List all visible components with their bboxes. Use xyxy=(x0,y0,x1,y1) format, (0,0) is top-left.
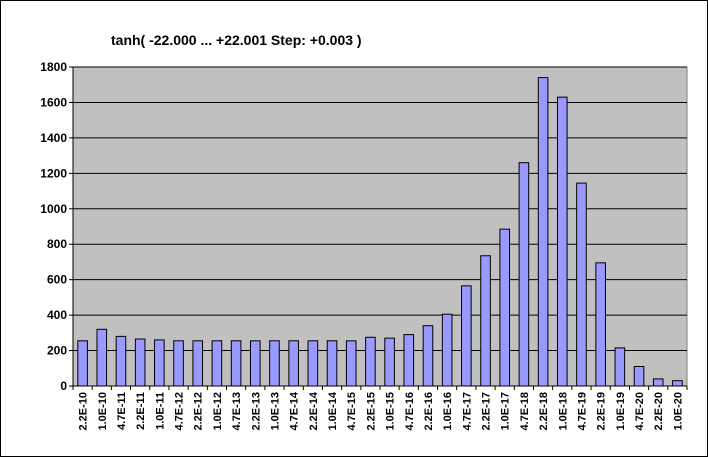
y-tick-label: 0 xyxy=(60,379,67,393)
bar-2.2E-10 xyxy=(77,340,88,387)
x-tick-label: 4.7E-17 xyxy=(461,392,473,431)
bar-2.2E-19 xyxy=(595,262,606,387)
bar-4.7E-11 xyxy=(115,335,127,387)
bar-4.7E-13 xyxy=(230,340,242,387)
bar-4.7E-20 xyxy=(633,366,645,387)
x-tick-label: 1.0E-15 xyxy=(385,392,397,431)
bar-4.7E-12 xyxy=(173,340,184,387)
y-axis-ticks: 0 200 400 600 800 1000 1200 1400 1600 1800 xyxy=(40,60,73,393)
plot-area xyxy=(72,66,688,387)
x-tick-label: 2.2E-12 xyxy=(193,392,205,431)
x-tick-label: 2.2E-15 xyxy=(365,392,377,431)
x-tick-label: 4.7E-11 xyxy=(116,392,128,430)
x-tick-label: 1.0E-19 xyxy=(615,392,627,431)
x-tick-label: 1.0E-18 xyxy=(557,392,569,431)
bar-1.0E-17 xyxy=(499,228,511,387)
bar-1.0E-16 xyxy=(441,313,453,387)
bar-4.7E-19 xyxy=(576,182,587,387)
x-tick-label: 1.0E-11 xyxy=(154,392,166,430)
x-tick-label: 2.2E-18 xyxy=(538,392,550,431)
bar-1.0E-18 xyxy=(556,96,568,387)
y-tick-label: 800 xyxy=(47,237,67,251)
bar-2.2E-16 xyxy=(422,325,434,387)
x-tick-label: 1.0E-16 xyxy=(442,392,454,431)
bar-2.2E-20 xyxy=(652,378,664,387)
bar-1.0E-14 xyxy=(326,340,338,387)
x-axis-ticks: 2.2E-10 1.0E-10 4.7E-11 2.2E-11 1.0E-11 4.7E-… xyxy=(72,386,688,431)
bar-1.0E-10 xyxy=(96,328,108,387)
x-tick-label: 2.2E-14 xyxy=(308,391,320,430)
bar-2.2E-12 xyxy=(192,340,204,387)
y-tick-label: 1800 xyxy=(40,60,67,74)
bar-1.0E-11 xyxy=(154,339,165,387)
bar-1.0E-19 xyxy=(614,347,626,387)
x-tick-label: 2.2E-16 xyxy=(423,392,435,431)
x-tick-label: 4.7E-15 xyxy=(346,392,358,431)
x-tick-label: 2.2E-20 xyxy=(653,392,665,431)
bar-1.0E-20 xyxy=(672,380,683,387)
bar-1.0E-13 xyxy=(269,340,280,387)
x-tick-label: 4.7E-13 xyxy=(231,392,243,431)
x-tick-label: 4.7E-12 xyxy=(174,392,186,431)
y-tick-label: 1400 xyxy=(40,131,67,145)
y-tick-label: 600 xyxy=(47,273,67,287)
x-tick-label: 2.2E-11 xyxy=(135,392,147,430)
y-tick-label: 1000 xyxy=(40,202,67,216)
bar-4.7E-17 xyxy=(461,285,472,387)
y-tick-label: 400 xyxy=(47,308,67,322)
x-tick-label: 1.0E-10 xyxy=(97,392,109,431)
x-tick-label: 4.7E-20 xyxy=(634,392,646,431)
gridlines xyxy=(73,66,687,352)
x-tick-label: 1.0E-14 xyxy=(327,391,339,430)
x-tick-label: 4.7E-16 xyxy=(404,392,416,431)
y-tick-label: 1600 xyxy=(40,95,67,109)
bar-2.2E-11 xyxy=(134,338,146,387)
x-tick-label: 1.0E-17 xyxy=(500,392,512,431)
bar-2.2E-13 xyxy=(249,340,261,387)
bar-1.0E-15 xyxy=(384,337,395,387)
bar-2.2E-18 xyxy=(537,77,549,387)
chart-title: tanh( -22.000 ... +22.001 Step: +0.003 ) xyxy=(111,32,362,48)
bar-2.2E-14 xyxy=(307,340,319,387)
y-tick-label: 1200 xyxy=(40,166,67,180)
y-tick-label: 200 xyxy=(47,344,67,358)
x-tick-label: 1.0E-12 xyxy=(212,392,224,431)
bar-4.7E-18 xyxy=(518,162,530,387)
bar-4.7E-14 xyxy=(288,340,299,387)
bar-4.7E-15 xyxy=(345,340,357,387)
bar-2.2E-15 xyxy=(365,336,376,387)
x-tick-label: 2.2E-10 xyxy=(78,392,90,431)
x-tick-label: 2.2E-19 xyxy=(596,392,608,431)
bar-4.7E-16 xyxy=(403,334,415,387)
bar-2.2E-17 xyxy=(480,255,491,387)
x-tick-label: 1.0E-20 xyxy=(672,392,684,431)
bar-1.0E-12 xyxy=(211,340,223,387)
x-tick-label: 4.7E-19 xyxy=(576,392,588,431)
x-tick-label: 4.7E-14 xyxy=(289,391,301,430)
x-tick-label: 1.0E-13 xyxy=(269,392,281,431)
x-tick-label: 2.2E-13 xyxy=(250,392,262,431)
bars xyxy=(77,77,683,387)
x-tick-label: 4.7E-18 xyxy=(519,392,531,431)
x-tick-label: 2.2E-17 xyxy=(481,392,493,431)
